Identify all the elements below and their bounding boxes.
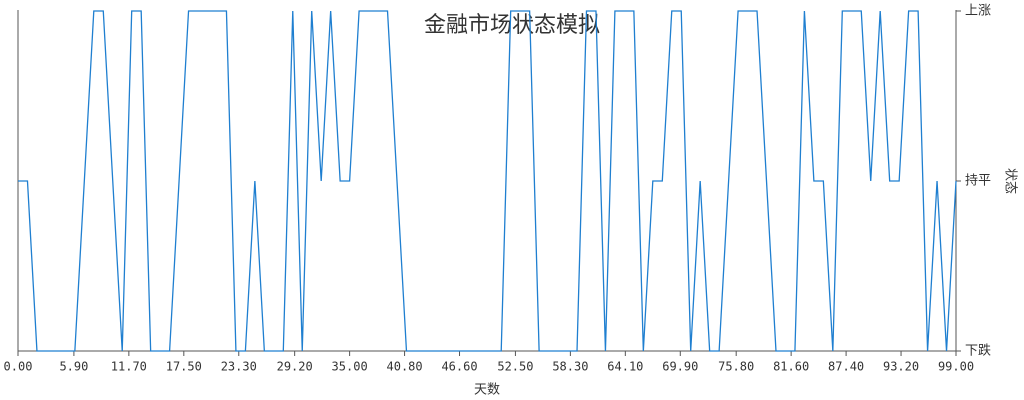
x-tick-label: 17.50 bbox=[166, 360, 202, 374]
x-tick-label: 93.20 bbox=[883, 360, 919, 374]
x-tick-label: 40.80 bbox=[387, 360, 423, 374]
y-tick-label: 持平 bbox=[965, 174, 991, 189]
y-tick-label: 下跌 bbox=[965, 343, 991, 359]
y-tick-label: 上涨 bbox=[965, 4, 991, 19]
x-tick-label: 58.30 bbox=[552, 360, 588, 374]
x-tick-label: 81.60 bbox=[773, 360, 809, 374]
x-tick-label: 5.90 bbox=[59, 360, 88, 374]
x-tick-label: 46.60 bbox=[441, 360, 477, 374]
x-tick-label: 75.80 bbox=[718, 360, 754, 374]
x-axis-label: 天数 bbox=[474, 383, 500, 398]
x-tick-label: 11.70 bbox=[111, 360, 147, 374]
x-tick-label: 87.40 bbox=[828, 360, 864, 374]
chart-title: 金融市场状态模拟 bbox=[424, 13, 600, 38]
x-tick-label: 52.50 bbox=[497, 360, 533, 374]
x-tick-label: 0.00 bbox=[4, 360, 33, 374]
x-tick-label: 69.90 bbox=[662, 360, 698, 374]
x-tick-label: 35.00 bbox=[332, 360, 368, 374]
series-line bbox=[18, 10, 957, 352]
x-tick-label: 64.10 bbox=[607, 360, 643, 374]
y-axis-label: 状态 bbox=[1003, 168, 1018, 194]
x-tick-label: 29.20 bbox=[277, 360, 313, 374]
x-tick-label: 99.00 bbox=[938, 360, 974, 374]
x-tick-label: 23.30 bbox=[221, 360, 257, 374]
